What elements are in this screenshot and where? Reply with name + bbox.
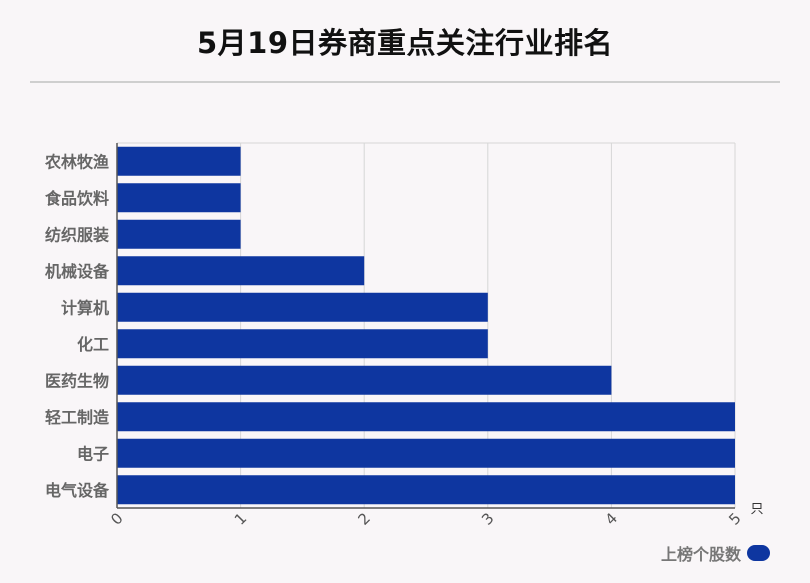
bar [117, 219, 241, 249]
x-tick-label: 5 [725, 509, 744, 528]
y-tick-label: 食品饮料 [44, 189, 109, 208]
bar [117, 256, 365, 286]
y-tick-label: 电气设备 [45, 481, 110, 500]
y-tick-label: 机械设备 [45, 262, 110, 281]
bar [117, 183, 241, 213]
bar [117, 146, 241, 176]
legend[interactable]: 上榜个股数 [661, 541, 770, 565]
y-tick-label: 化工 [77, 335, 109, 354]
legend-swatch [747, 545, 770, 561]
y-tick-label: 农林牧渔 [44, 152, 109, 171]
y-tick-label: 医药生物 [45, 371, 109, 390]
bar [117, 438, 735, 468]
x-tick-label: 3 [478, 509, 497, 528]
x-tick-label: 1 [231, 509, 250, 528]
x-axis-unit: 只 [750, 502, 763, 517]
x-tick-label: 4 [602, 509, 621, 528]
bar [117, 292, 488, 322]
chart-title: 5月19日券商重点关注行业排名 [196, 26, 614, 60]
y-tick-label: 纺织服装 [45, 225, 109, 244]
y-tick-label: 电子 [77, 444, 109, 463]
bar [117, 475, 735, 505]
bar [117, 365, 612, 395]
x-tick-label: 0 [107, 509, 126, 528]
bar [117, 402, 735, 432]
bar [117, 329, 488, 359]
x-tick-label: 2 [354, 509, 373, 528]
y-tick-label: 轻工制造 [45, 408, 110, 427]
y-tick-label: 计算机 [61, 298, 109, 317]
legend-label: 上榜个股数 [660, 545, 741, 564]
title-divider [30, 81, 780, 83]
